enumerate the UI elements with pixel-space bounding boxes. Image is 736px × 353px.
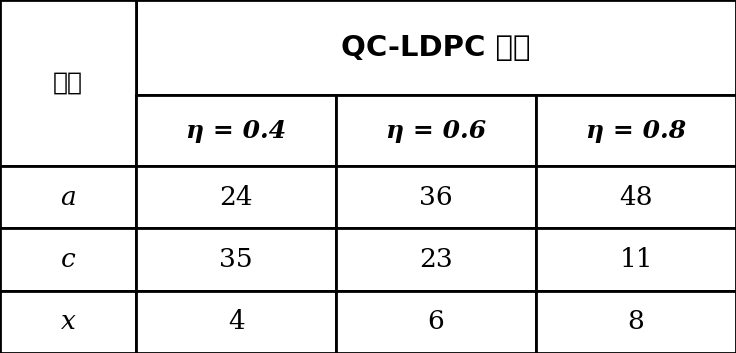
- Bar: [0, 228, 136, 291]
- Bar: [336, 291, 536, 353]
- Text: η = 0.4: η = 0.4: [186, 119, 286, 143]
- Text: 24: 24: [219, 185, 253, 210]
- Bar: [0, 166, 136, 228]
- Text: 8: 8: [628, 309, 645, 334]
- Bar: [136, 291, 336, 353]
- Text: 35: 35: [219, 247, 253, 272]
- Text: c: c: [60, 247, 76, 272]
- Text: 4: 4: [227, 309, 244, 334]
- Bar: [136, 166, 336, 228]
- Text: QC-LDPC 码率: QC-LDPC 码率: [342, 34, 531, 62]
- Bar: [536, 228, 736, 291]
- Bar: [136, 0, 736, 95]
- Text: η = 0.6: η = 0.6: [386, 119, 486, 143]
- Bar: [536, 166, 736, 228]
- Bar: [336, 228, 536, 291]
- Bar: [536, 95, 736, 166]
- Bar: [136, 95, 336, 166]
- Bar: [336, 166, 536, 228]
- Text: 参数: 参数: [53, 71, 83, 95]
- Text: a: a: [60, 185, 76, 210]
- Text: 11: 11: [619, 247, 653, 272]
- Text: 36: 36: [420, 185, 453, 210]
- Bar: [136, 228, 336, 291]
- Text: 48: 48: [619, 185, 653, 210]
- Bar: [536, 291, 736, 353]
- Text: η = 0.8: η = 0.8: [586, 119, 686, 143]
- Bar: [336, 95, 536, 166]
- Bar: [0, 291, 136, 353]
- Text: x: x: [60, 309, 76, 334]
- Text: 6: 6: [428, 309, 445, 334]
- Bar: [0, 0, 136, 166]
- Text: 23: 23: [420, 247, 453, 272]
